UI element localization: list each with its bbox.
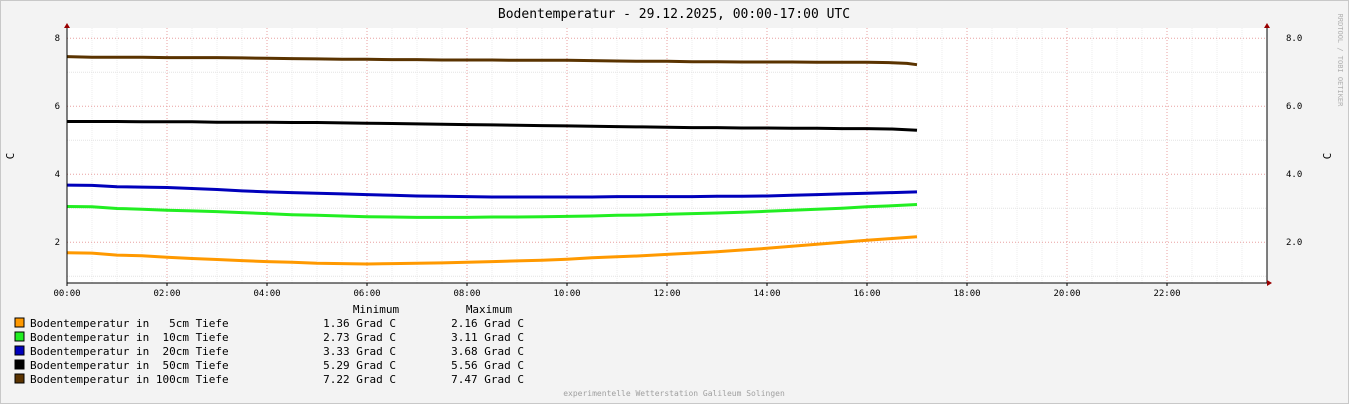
series-line-4 [67,120,918,132]
x-tick-label: 16:00 [853,289,880,299]
legend-max-value: 2.16 Grad C [451,317,524,330]
legend-swatch [14,345,25,356]
legend-max-value: 5.56 Grad C [451,359,524,372]
series-line-1 [66,235,918,266]
x-tick-label: 04:00 [253,289,280,299]
legend-max-value: 3.68 Grad C [451,345,524,358]
legend-min-value: 1.36 Grad C [323,317,396,330]
chart-title: Bodentemperatur - 29.12.2025, 00:00-17:0… [498,7,850,22]
legend-swatch [14,359,25,370]
legend-entry-2: Bodentemperatur in 10cm Tiefe 2.73 Grad C… [14,331,524,344]
legend-series-name: Bodentemperatur in 100cm Tiefe [30,373,229,386]
y-tick-label-left: 8 [55,34,60,44]
legend-entry-5: Bodentemperatur in 100cm Tiefe 7.22 Grad … [14,373,524,386]
y-tick-label-right: 4.0 [1286,170,1302,180]
legend-entry-1: Bodentemperatur in 5cm Tiefe 1.36 Grad C 2… [14,317,524,330]
x-tick-label: 06:00 [353,289,380,299]
y-axis-left-arrow [64,23,70,28]
y-tick-label-right: 8.0 [1286,34,1302,44]
x-tick-label: 12:00 [653,289,680,299]
legend-min-value: 7.22 Grad C [323,373,396,386]
series-line-2 [66,203,918,219]
x-tick-label: 22:00 [1153,289,1180,299]
x-axis-arrow [1267,280,1272,286]
x-tick-label: 02:00 [153,289,180,299]
y-tick-label-right: 2.0 [1286,238,1302,248]
legend-min-value: 3.33 Grad C [323,345,396,358]
legend-min-value: 2.73 Grad C [323,331,396,344]
grid [67,28,1267,283]
legend-max-value: 7.47 Grad C [451,373,524,386]
x-tick-label: 00:00 [53,289,80,299]
legend-series-name: Bodentemperatur in 5cm Tiefe [30,317,229,330]
series-line-5 [66,55,918,67]
footer-credit: experimentelle Wetterstation Galileum So… [563,389,785,398]
rrdtool-watermark: RRDTOOL / TOBI OETIKER [1336,14,1344,108]
series-lines [66,55,918,266]
y-tick-label-left: 2 [55,238,60,248]
legend-series-name: Bodentemperatur in 50cm Tiefe [30,359,229,372]
x-tick-label: 14:00 [753,289,780,299]
y-tick-label-right: 6.0 [1286,102,1302,112]
y-axis-label-left: C [4,153,17,160]
legend-swatch [14,317,25,328]
x-tick-label: 08:00 [453,289,480,299]
legend-series-name: Bodentemperatur in 10cm Tiefe [30,331,229,344]
series-line-3 [66,183,918,199]
legend-min-value: 5.29 Grad C [323,359,396,372]
tick-labels: 00:00 02:00 04:00 06:00 08:00 10:00 12:00 14:00… [53,34,1302,299]
legend-entry-4: Bodentemperatur in 50cm Tiefe 5.29 Grad C… [14,359,524,372]
y-axis-label-right: C [1321,153,1334,160]
legend-max-value: 3.11 Grad C [451,331,524,344]
x-tick-label: 18:00 [953,289,980,299]
legend-series-name: Bodentemperatur in 20cm Tiefe [30,345,229,358]
legend-entry-3: Bodentemperatur in 20cm Tiefe 3.33 Grad C… [14,345,524,358]
legend-header-max: Maximum [466,303,513,316]
y-tick-label-left: 4 [55,170,60,180]
x-tick-label: 10:00 [553,289,580,299]
y-tick-label-left: 6 [55,102,60,112]
legend-swatch [14,373,25,384]
x-tick-label: 20:00 [1053,289,1080,299]
legend-swatch [14,331,25,342]
legend-header-min: Minimum [353,303,400,316]
y-axis-right-arrow [1264,23,1270,28]
